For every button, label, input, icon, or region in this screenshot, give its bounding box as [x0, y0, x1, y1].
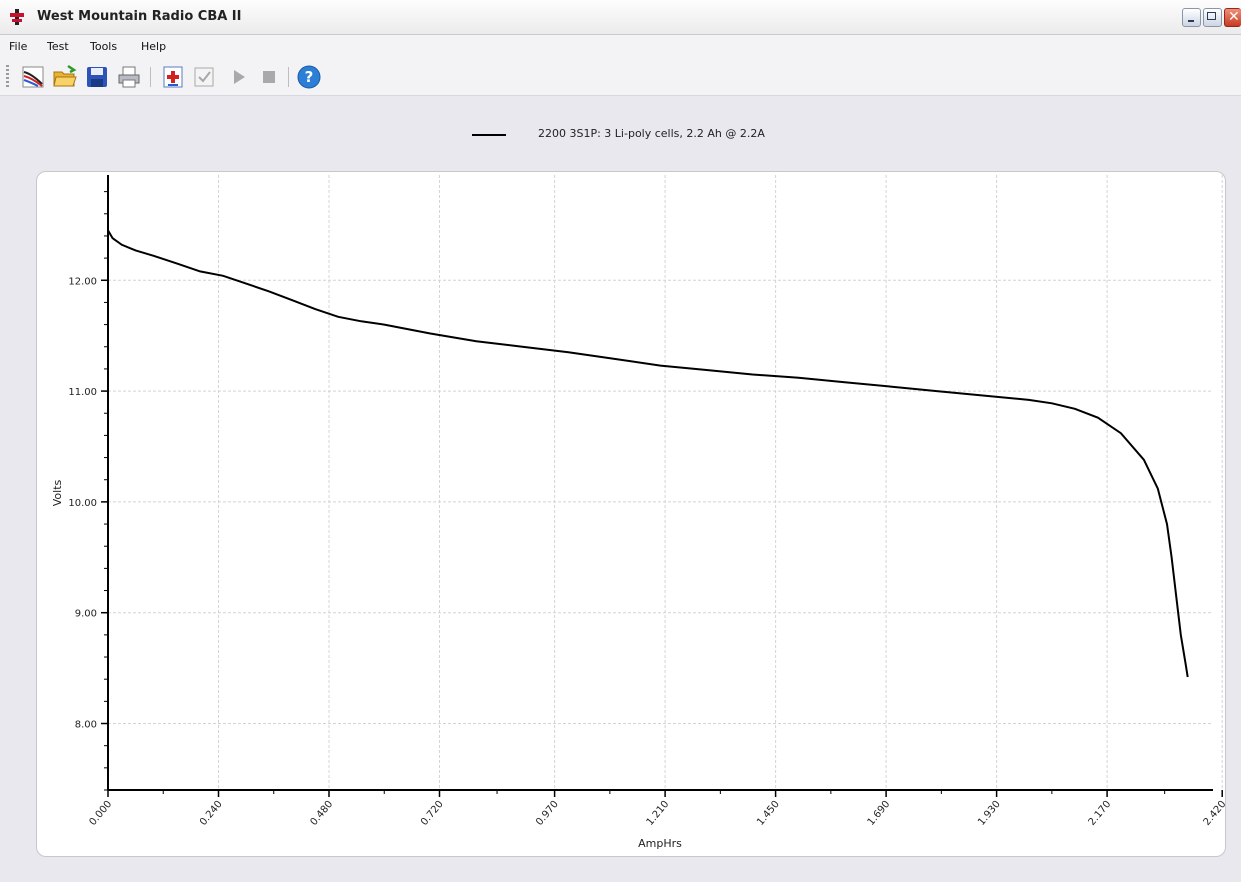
close-button[interactable]: ✕ — [1224, 8, 1241, 27]
y-tick-label: 11.00 — [68, 387, 97, 398]
x-axis-label: AmpHrs — [638, 837, 682, 850]
y-tick-label: 9.00 — [75, 609, 97, 620]
chart-tick-labels: 0.000 0.240 0.480 0.720 0.970 1.210 1.450 1.690… — [68, 276, 1228, 828]
stop-icon[interactable] — [256, 64, 282, 90]
new-graph-icon[interactable] — [20, 64, 46, 90]
menu-file[interactable]: File — [9, 40, 28, 53]
app-logo-icon — [10, 9, 24, 25]
series-line — [107, 229, 1189, 678]
close-icon: ✕ — [1228, 9, 1240, 25]
y-axis-label: Volts — [51, 479, 64, 506]
chart-grid — [108, 175, 1223, 790]
checklist-icon[interactable] — [191, 64, 217, 90]
toolbar-grip[interactable] — [6, 65, 9, 89]
minimize-icon — [1188, 20, 1194, 22]
window-title: West Mountain Radio CBA II — [37, 9, 242, 24]
y-tick-label: 12.00 — [68, 276, 97, 287]
toolbar: ? — [0, 59, 1241, 96]
svg-text:?: ? — [305, 68, 314, 86]
menu-test[interactable]: Test — [47, 40, 69, 53]
x-tick-label: 2.420 — [1202, 799, 1229, 828]
x-tick-label: 1.450 — [755, 799, 782, 828]
x-tick-label: 0.480 — [308, 799, 335, 828]
x-tick-label: 1.210 — [645, 799, 672, 828]
x-tick-label: 1.690 — [866, 799, 893, 828]
x-tick-label: 0.970 — [534, 799, 561, 828]
menu-tools[interactable]: Tools — [90, 40, 118, 53]
title-bar: West Mountain Radio CBA II ✕ — [0, 0, 1241, 35]
add-test-icon[interactable] — [160, 64, 186, 90]
chart-panel — [36, 171, 1226, 857]
print-icon[interactable] — [116, 64, 142, 90]
toolbar-separator — [150, 67, 151, 87]
x-tick-label: 1.930 — [976, 799, 1003, 828]
restore-icon — [1207, 12, 1216, 20]
menu-bar: File Test Tools Help — [0, 35, 1241, 59]
y-tick-label: 8.00 — [75, 720, 97, 731]
x-tick-label: 0.000 — [87, 799, 114, 828]
chart-ticks — [101, 191, 1223, 797]
x-tick-label: 0.240 — [198, 799, 225, 828]
restore-button[interactable] — [1203, 8, 1222, 27]
x-tick-label: 2.170 — [1087, 799, 1114, 828]
help-icon[interactable]: ? — [296, 64, 322, 90]
play-icon[interactable] — [226, 64, 252, 90]
open-folder-icon[interactable] — [52, 64, 78, 90]
menu-help[interactable]: Help — [141, 40, 167, 53]
toolbar-separator — [288, 67, 289, 87]
x-tick-label: 0.720 — [419, 799, 446, 828]
minimize-button[interactable] — [1182, 8, 1201, 27]
legend-entry: 2200 3S1P: 3 Li-poly cells, 2.2 Ah @ 2.2… — [538, 127, 765, 140]
y-tick-label: 10.00 — [68, 498, 97, 509]
save-icon[interactable] — [84, 64, 110, 90]
chart-axes — [107, 175, 1213, 791]
legend-line-swatch — [472, 134, 506, 136]
